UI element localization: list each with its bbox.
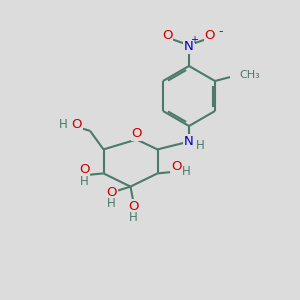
Text: N: N xyxy=(184,135,194,148)
Text: H: H xyxy=(58,118,68,131)
Text: O: O xyxy=(131,127,142,140)
Text: H: H xyxy=(80,175,89,188)
Text: O: O xyxy=(72,118,82,131)
Text: O: O xyxy=(171,160,181,173)
Text: H: H xyxy=(129,211,138,224)
Text: O: O xyxy=(205,29,215,42)
Text: O: O xyxy=(128,200,139,213)
Text: O: O xyxy=(79,163,89,176)
Text: O: O xyxy=(162,29,172,42)
Text: H: H xyxy=(107,197,116,210)
Text: +: + xyxy=(190,35,198,45)
Text: H: H xyxy=(196,139,205,152)
Text: O: O xyxy=(106,185,117,199)
Text: H: H xyxy=(182,165,191,178)
Text: CH₃: CH₃ xyxy=(239,70,260,80)
Text: N: N xyxy=(184,40,194,53)
Text: -: - xyxy=(218,25,223,38)
